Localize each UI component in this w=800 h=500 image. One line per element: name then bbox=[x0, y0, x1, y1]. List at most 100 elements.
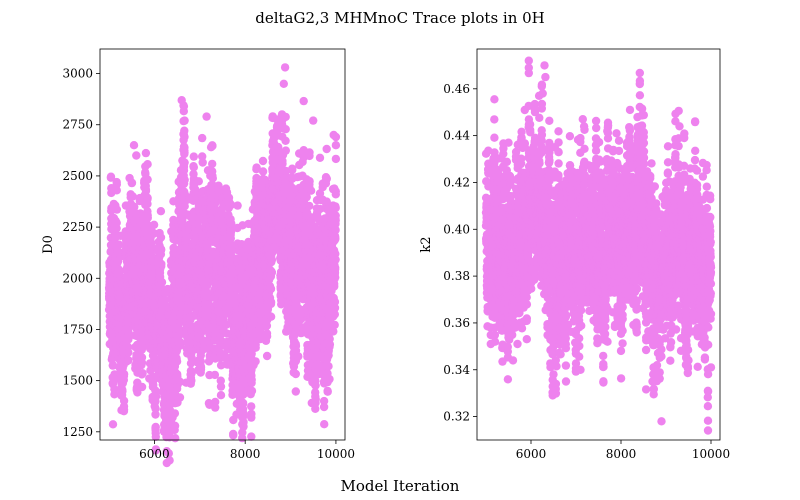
d0-sample-point bbox=[124, 356, 133, 365]
d0-sample-point bbox=[322, 144, 331, 154]
d0-sample-point bbox=[108, 361, 118, 370]
d0-sample-point bbox=[291, 369, 300, 379]
d0-sample-point bbox=[157, 278, 167, 287]
shared-x-axis-label: Model Iteration bbox=[341, 477, 460, 495]
d0-sample-point bbox=[143, 199, 152, 209]
d0-sample-point bbox=[305, 148, 314, 157]
d0-sample-point bbox=[137, 353, 147, 362]
d0-sample-point bbox=[171, 434, 180, 443]
d0-sample-point bbox=[208, 174, 217, 183]
d0-sample-point bbox=[251, 357, 260, 366]
d0-sample-point bbox=[157, 245, 166, 254]
d0-sample-point bbox=[229, 431, 238, 440]
d0-sample-point bbox=[151, 445, 161, 454]
d0-sample-point bbox=[141, 186, 151, 196]
d0-sample-point bbox=[262, 351, 272, 361]
d0-sample-point bbox=[266, 312, 276, 321]
d0-sample-point bbox=[164, 449, 173, 458]
figure-title: deltaG2,3 MHMnoC Trace plots in 0H bbox=[255, 9, 545, 27]
d0-sample-point bbox=[233, 201, 242, 210]
d0-sample-point bbox=[149, 220, 159, 229]
d0-sample-point bbox=[258, 156, 268, 166]
d0-sample-point bbox=[127, 178, 137, 187]
d0-sample-point bbox=[156, 207, 166, 216]
d0-sample-point bbox=[189, 152, 198, 161]
d0-sample-point bbox=[330, 303, 340, 313]
d0-sample-point bbox=[331, 233, 340, 243]
d0-sample-point bbox=[281, 146, 290, 155]
d0-sample-point bbox=[172, 357, 182, 366]
d0-sample-point bbox=[198, 158, 207, 167]
d0-sample-point bbox=[124, 348, 133, 357]
d0-sample-point bbox=[281, 112, 290, 122]
d0-sample-point bbox=[156, 233, 166, 242]
d0-sample-point bbox=[180, 116, 189, 125]
d0-sample-point bbox=[151, 410, 160, 419]
d0-sample-point bbox=[157, 259, 166, 269]
d0-sample-point bbox=[143, 193, 152, 202]
d0-sample-point bbox=[112, 186, 122, 195]
d0-sample-point bbox=[143, 160, 152, 169]
d0-sample-point bbox=[119, 396, 129, 405]
d0-sample-point bbox=[325, 340, 335, 349]
d0-sample-point bbox=[180, 175, 189, 184]
d0-sample-point bbox=[281, 136, 290, 145]
d0-sample-point bbox=[299, 96, 308, 106]
d0-sample-point bbox=[151, 432, 160, 441]
d0-sample-point bbox=[216, 391, 226, 400]
d0-sample-point bbox=[179, 166, 189, 175]
d0-sample-point bbox=[175, 393, 185, 402]
d0-sample-point bbox=[331, 255, 340, 264]
d0-sample-point bbox=[128, 192, 137, 201]
d0-sample-point bbox=[180, 148, 189, 157]
d0-sample-point bbox=[165, 456, 174, 465]
d0-sample-point bbox=[196, 365, 206, 374]
d0-scatter-points bbox=[104, 63, 341, 468]
d0-sample-point bbox=[324, 362, 333, 371]
d0-sample-point bbox=[106, 172, 116, 181]
d0-sample-point bbox=[239, 422, 248, 431]
d0-sample-point bbox=[151, 404, 160, 413]
d0-sample-point bbox=[331, 203, 340, 213]
d0-sample-point bbox=[325, 374, 334, 384]
d0-sample-point bbox=[288, 165, 297, 175]
d0-sample-point bbox=[238, 398, 248, 408]
d0-sample-point bbox=[315, 153, 325, 162]
d0-sample-point bbox=[267, 255, 277, 264]
d0-sample-point bbox=[110, 385, 119, 394]
d0-sample-point bbox=[305, 201, 314, 211]
d0-sample-point bbox=[247, 375, 256, 384]
d0-sample-point bbox=[198, 133, 207, 143]
d0-sample-point bbox=[306, 186, 316, 195]
d0-sample-point bbox=[147, 242, 156, 251]
d0-sample-point bbox=[331, 263, 340, 272]
d0-sample-point bbox=[151, 422, 160, 432]
d0-sample-point bbox=[133, 388, 142, 397]
d0-sample-point bbox=[305, 177, 314, 186]
d0-sample-point bbox=[319, 402, 329, 412]
d0-sample-point bbox=[189, 163, 198, 172]
d0-sample-point bbox=[108, 420, 118, 429]
d0-sample-point bbox=[124, 332, 134, 341]
d0-sample-point bbox=[294, 352, 303, 361]
d0-sample-point bbox=[291, 387, 300, 396]
d0-sample-point bbox=[262, 332, 272, 341]
d0-sample-point bbox=[258, 167, 268, 176]
d0-sample-point bbox=[311, 381, 320, 390]
d0-sample-point bbox=[141, 148, 151, 158]
d0-sample-point bbox=[112, 218, 121, 228]
d0-sample-point bbox=[137, 382, 147, 392]
d0-sample-point bbox=[112, 205, 122, 214]
d0-sample-point bbox=[208, 141, 217, 151]
d0-sample-point bbox=[330, 320, 339, 330]
d0-sample-point bbox=[322, 174, 331, 183]
d0-sample-point bbox=[119, 369, 129, 379]
d0-sample-point bbox=[114, 240, 124, 249]
d0-sample-point bbox=[311, 395, 320, 404]
d0-sample-point bbox=[118, 387, 127, 396]
d0-sample-point bbox=[112, 180, 122, 189]
d0-sample-point bbox=[247, 409, 256, 419]
d0-sample-point bbox=[266, 284, 276, 293]
